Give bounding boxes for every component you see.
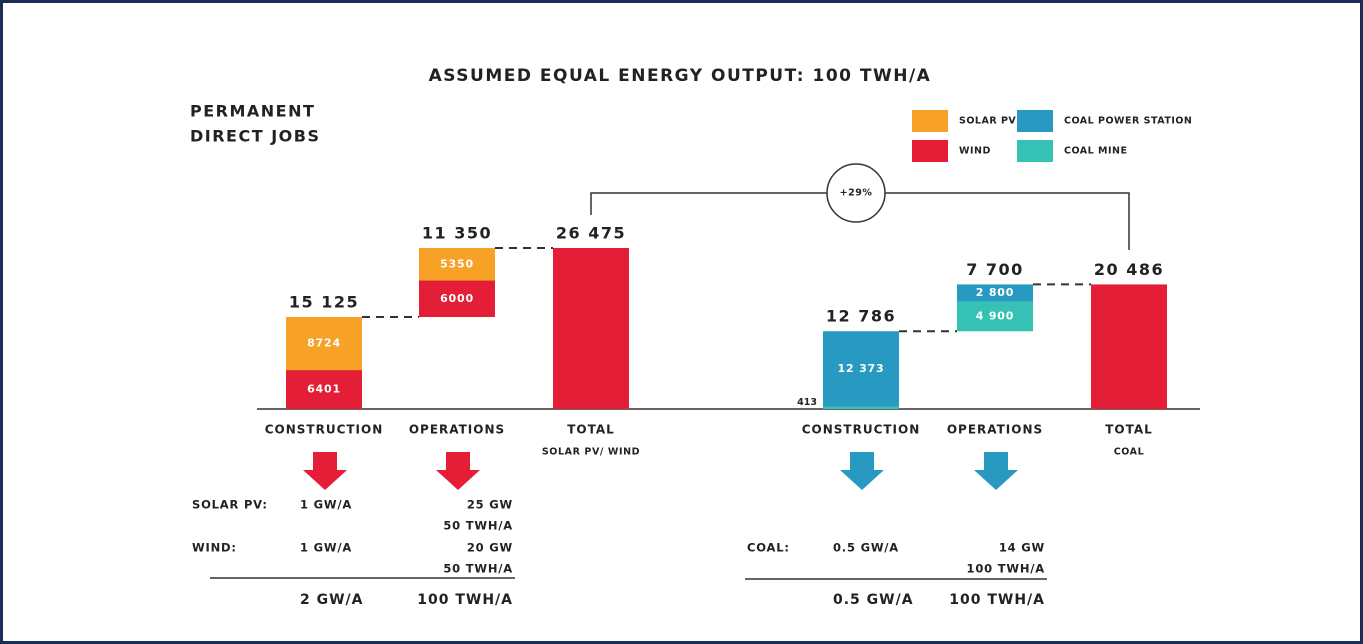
x-tick-label: TOTAL: [567, 423, 615, 437]
arrow: [974, 452, 1018, 490]
table-label: SOLAR PV:: [192, 498, 268, 512]
data-label: 6401: [307, 383, 341, 396]
table-label: WIND:: [192, 541, 237, 555]
x-tick-sublabel: COAL: [1114, 447, 1145, 458]
bar-segment: [286, 317, 362, 371]
data-label: 413: [797, 397, 817, 408]
table-label: COAL:: [747, 541, 790, 555]
x-tick-label: OPERATIONS: [947, 423, 1043, 437]
legend-swatch: [1017, 110, 1053, 132]
subtitle: DIRECT JOBS: [190, 127, 320, 146]
bar-segment: [957, 284, 1033, 302]
arrow: [840, 452, 884, 490]
table-cell: 50 TWH/A: [443, 562, 513, 576]
data-label: 4 900: [976, 309, 1014, 322]
table-total: 100 TWH/A: [417, 592, 513, 608]
table-cell: 14 GW: [999, 541, 1045, 555]
table-total: 2 GW/A: [300, 592, 364, 608]
data-label: 2 800: [976, 286, 1014, 299]
total-label: 20 486: [1094, 260, 1164, 279]
x-tick-label: CONSTRUCTION: [802, 423, 921, 437]
data-label: 5350: [440, 257, 474, 270]
table-cell: 1 GW/A: [300, 541, 352, 555]
legend-label: SOLAR PV: [959, 116, 1016, 127]
total-label: 7 700: [966, 260, 1024, 279]
table-total: 100 TWH/A: [949, 592, 1045, 608]
bar-segment: [823, 406, 899, 409]
table-cell: 0.5 GW/A: [833, 541, 899, 555]
total-label: 26 475: [556, 224, 626, 243]
total-bar: [1091, 284, 1167, 409]
bar-segment: [419, 248, 495, 281]
legend-label: COAL MINE: [1064, 146, 1127, 157]
legend-swatch: [912, 140, 948, 162]
bar-segment: [286, 370, 362, 409]
bracket-circle: [826, 163, 886, 223]
total-label: 12 786: [826, 307, 896, 326]
comparison-label: +29%: [840, 188, 873, 199]
bar-segment: [419, 280, 495, 318]
total-label: 11 350: [422, 224, 492, 243]
legend-swatch: [912, 110, 948, 132]
bar-segment: [823, 331, 899, 407]
legend-label: WIND: [959, 146, 991, 157]
chart-title: ASSUMED EQUAL ENERGY OUTPUT: 100 TWH/A: [429, 66, 932, 86]
bracket: [885, 192, 1130, 250]
table-cell: 20 GW: [467, 541, 513, 555]
x-tick-label: OPERATIONS: [409, 423, 505, 437]
arrow: [303, 452, 347, 490]
total-label: 15 125: [289, 293, 359, 312]
data-label: 8724: [307, 337, 341, 350]
subtitle: PERMANENT: [190, 102, 315, 121]
table-total: 0.5 GW/A: [833, 592, 914, 608]
bracket: [590, 192, 827, 215]
x-tick-label: CONSTRUCTION: [265, 423, 384, 437]
table-cell: 1 GW/A: [300, 498, 352, 512]
data-label: 6000: [440, 292, 474, 305]
legend-swatch: [1017, 140, 1053, 162]
x-tick-label: TOTAL: [1105, 423, 1153, 437]
table-cell: 100 TWH/A: [967, 562, 1045, 576]
x-tick-sublabel: SOLAR PV/ WIND: [542, 447, 640, 458]
bar-segment: [957, 301, 1033, 332]
total-bar: [553, 248, 629, 409]
legend-label: COAL POWER STATION: [1064, 116, 1192, 127]
data-label: 12 373: [838, 362, 885, 375]
table-cell: 50 TWH/A: [443, 519, 513, 533]
table-cell: 25 GW: [467, 498, 513, 512]
arrow: [436, 452, 480, 490]
